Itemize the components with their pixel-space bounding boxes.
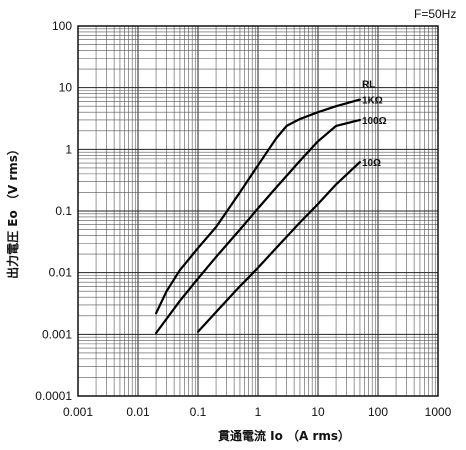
series-line (155, 118, 361, 335)
x-tick-labels: 0.001 0.01 0.1 1 10 100 1000 (63, 405, 452, 419)
frequency-annotation: F=50Hz (414, 7, 456, 21)
y-tick-label: 100 (52, 19, 72, 33)
y-tick-label: 0.001 (42, 327, 72, 341)
x-tick-label: 10 (311, 405, 325, 419)
x-tick-label: 0.1 (190, 405, 207, 419)
y-tick-label: 0.1 (55, 204, 72, 218)
x-tick-label: 1 (255, 405, 262, 419)
x-tick-label: 1000 (425, 405, 452, 419)
y-tick-label: 0.01 (49, 266, 73, 280)
series-layer (155, 98, 361, 335)
y-tick-label: 0.0001 (35, 389, 72, 403)
series-line (196, 161, 361, 333)
y-axis-title: 出力電圧 Eo （V rms） (5, 143, 20, 279)
series-label: 100Ω (362, 116, 387, 127)
rl-label: RL (362, 80, 375, 91)
x-tick-label: 100 (368, 405, 388, 419)
y-tick-labels: 100 10 1 0.1 0.01 0.001 0.0001 (35, 19, 72, 403)
plot-frame (77, 25, 439, 397)
series-label: 10Ω (362, 158, 381, 169)
series-labels: 1KΩ 100Ω 10Ω RL (362, 80, 387, 170)
x-axis-title: 貫通電流 Io （A rms） (218, 428, 350, 443)
y-tick-label: 1 (65, 142, 72, 156)
series-label: 1KΩ (362, 96, 383, 107)
series-line (155, 98, 361, 315)
x-tick-label: 0.001 (63, 405, 93, 419)
x-tick-label: 0.01 (126, 405, 150, 419)
y-tick-label: 10 (59, 81, 73, 95)
grid (77, 26, 438, 397)
